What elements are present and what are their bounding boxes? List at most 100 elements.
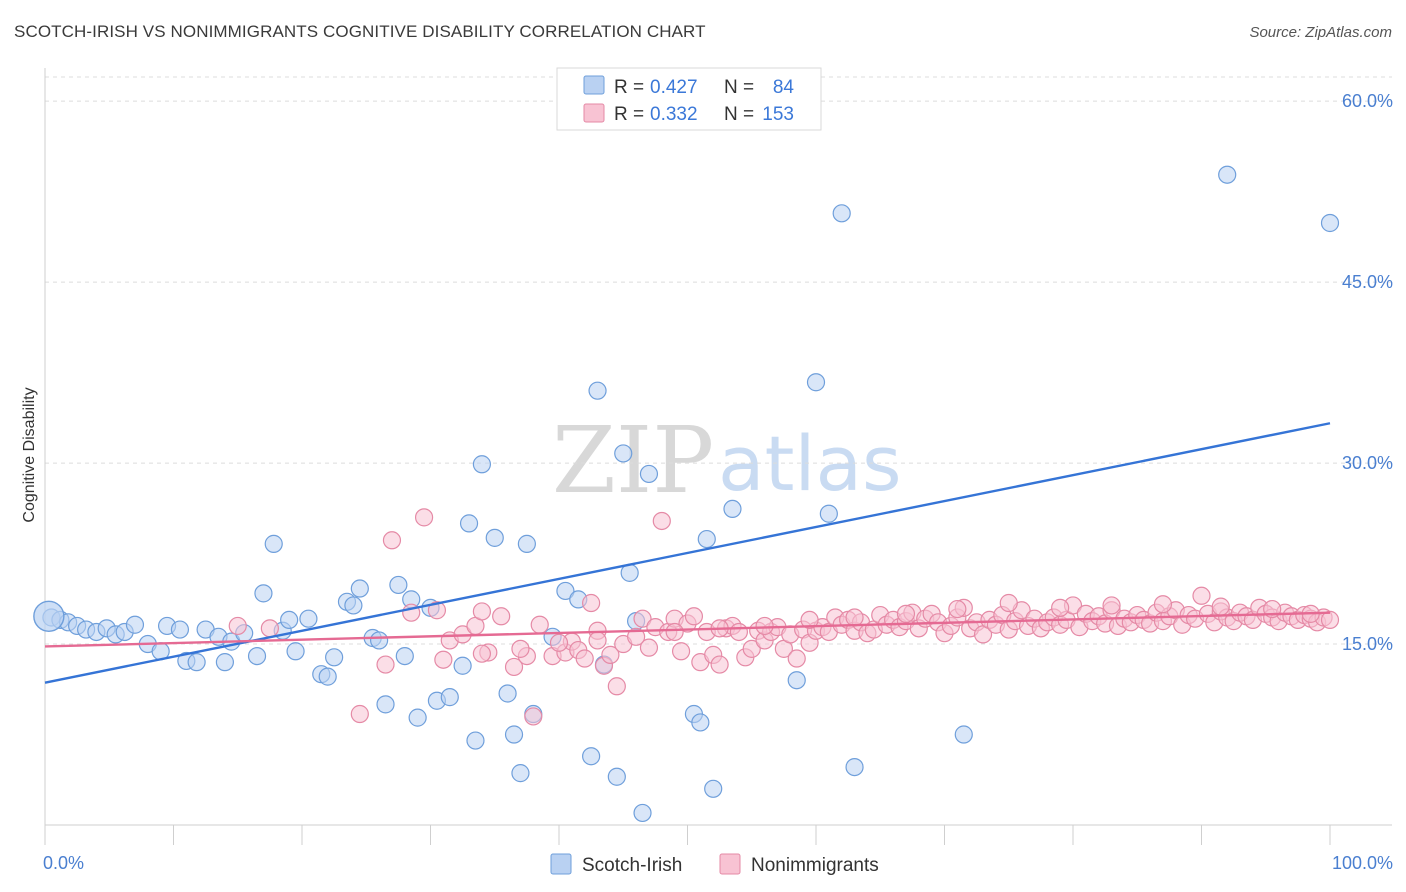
scotch-irish-point <box>704 779 723 798</box>
x-tick-label: 100.0% <box>1332 853 1393 873</box>
nonimmigrants-point <box>787 649 806 668</box>
scotch-irish-point <box>819 504 838 523</box>
nonimmigrants-point <box>504 657 524 677</box>
scotch-irish-point <box>582 747 601 766</box>
nonimmigrants-point <box>1051 598 1070 617</box>
scotch-irish-point <box>845 757 864 777</box>
nonimmigrants-point <box>350 704 369 724</box>
scotch-irish-point <box>370 631 389 650</box>
nonimmigrants-point <box>472 602 491 621</box>
scotch-irish-point <box>440 688 459 707</box>
nonimmigrants-point <box>665 622 684 642</box>
chart-title: SCOTCH-IRISH VS NONIMMIGRANTS COGNITIVE … <box>14 22 706 41</box>
nonimmigrants-point <box>684 607 704 626</box>
scotch-irish-point <box>954 725 973 744</box>
legend-swatch-scotch-irish <box>583 75 605 95</box>
scotch-irish-point <box>318 667 337 686</box>
scotch-irish-point <box>472 455 491 474</box>
nonimmigrants-point <box>626 627 646 646</box>
axes <box>44 68 1392 845</box>
nonimmigrants-point <box>511 639 530 658</box>
nonimmigrants-point <box>1153 595 1173 614</box>
scotch-irish-point <box>511 764 530 783</box>
scotch-irish-point <box>607 767 626 786</box>
scotch-irish-point <box>633 803 652 823</box>
scotch-irish-point <box>588 381 607 400</box>
nonimmigrants-point <box>1102 596 1121 615</box>
nonimmigrants-point <box>427 601 447 620</box>
scotch-irish-point <box>215 653 234 672</box>
nonimmigrants-point <box>845 608 864 627</box>
nonimmigrants-trend-line <box>44 611 1331 648</box>
y-tick-label: 15.0% <box>1342 634 1393 654</box>
watermark-atlas: atlas <box>718 419 902 508</box>
scotch-irish-trend-line <box>44 422 1331 684</box>
scotch-irish-point <box>1218 165 1237 184</box>
legend-n-value-1: 84 <box>773 77 795 98</box>
series-legend-label-scotch-irish: Scotch-Irish <box>582 855 682 876</box>
nonimmigrants-point <box>492 607 511 626</box>
y-tick-label: 30.0% <box>1342 453 1393 473</box>
scotch-irish-point <box>350 579 369 598</box>
scotch-irish-point <box>264 534 283 553</box>
x-tick-label: 0.0% <box>43 853 84 873</box>
scotch-irish-point <box>723 499 742 519</box>
correlation-legend: R = 0.427 N = 84 R = 0.332 N = 153 <box>556 67 822 131</box>
scotch-irish-point <box>395 646 414 666</box>
scotch-irish-point-large <box>33 600 65 632</box>
scotch-irish-point <box>344 596 363 615</box>
scotch-irish-point <box>170 620 190 639</box>
scotch-irish-point <box>376 695 395 714</box>
nonimmigrants-point <box>896 604 916 623</box>
nonimmigrants-point <box>710 655 729 674</box>
nonimmigrants-point <box>652 511 671 531</box>
nonimmigrants-point <box>755 616 774 636</box>
scotch-irish-point <box>254 584 273 603</box>
nonimmigrants-point <box>639 638 659 657</box>
nonimmigrants-point <box>530 615 549 634</box>
nonimmigrants-point <box>260 619 279 638</box>
nonimmigrants-point <box>948 599 967 619</box>
nonimmigrants-point <box>575 649 594 668</box>
scotch-irish-point <box>408 708 427 727</box>
nonimmigrants-point <box>414 508 434 527</box>
scotch-irish-point <box>389 575 408 595</box>
scotch-irish-point <box>459 514 479 533</box>
nonimmigrants-point <box>376 655 395 674</box>
legend-n-label-1: N = <box>724 77 754 98</box>
nonimmigrants-point <box>1192 586 1211 605</box>
scotch-irish-point <box>787 671 806 690</box>
nonimmigrants-point <box>588 631 607 650</box>
nonimmigrants-point <box>1320 610 1340 630</box>
scotch-irish-point <box>325 648 344 667</box>
scotch-irish-point <box>498 684 517 703</box>
watermark: ZIP atlas <box>552 407 902 514</box>
nonimmigrants-point <box>601 645 620 664</box>
scotch-irish-point <box>517 534 536 553</box>
source-credit: Source: ZipAtlas.com <box>1249 24 1392 41</box>
scotch-irish-point <box>556 581 575 601</box>
nonimmigrants-point <box>228 616 247 636</box>
legend-n-label-2: N = <box>724 104 754 125</box>
scotch-irish-point <box>806 373 826 392</box>
nonimmigrants-point <box>800 610 819 630</box>
nonimmigrants-point <box>472 644 491 663</box>
scotch-irish-point <box>286 642 305 661</box>
series-legend: Scotch-Irish Nonimmigrants <box>550 853 879 876</box>
nonimmigrants-point <box>382 531 402 550</box>
series-legend-swatch-scotch-irish <box>550 853 572 875</box>
scotch-irish-point <box>280 610 299 630</box>
scotch-irish-point <box>1320 213 1340 233</box>
legend-r-label-1: R = <box>614 77 644 98</box>
nonimmigrants-point <box>671 642 691 661</box>
scotch-irish-point <box>466 731 485 750</box>
scotch-irish-point <box>504 725 524 744</box>
legend-r-value-1: 0.427 <box>650 77 698 98</box>
nonimmigrants-point <box>549 633 569 652</box>
nonimmigrants-point <box>582 593 601 613</box>
scotch-irish-point <box>614 444 633 463</box>
scotch-irish-point <box>832 204 851 223</box>
grid-lines <box>45 76 1392 645</box>
trend-lines <box>44 422 1331 684</box>
